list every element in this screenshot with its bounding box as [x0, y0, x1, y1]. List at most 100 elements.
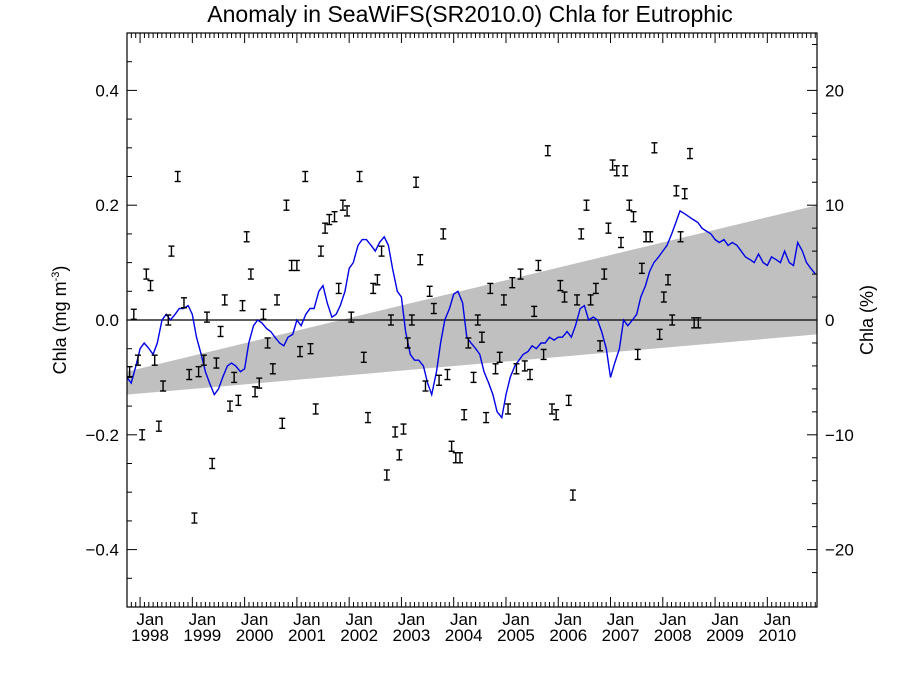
data-point — [634, 348, 641, 361]
data-point — [613, 165, 620, 177]
x-tick-label-year: 2003 — [393, 626, 431, 645]
data-point — [344, 205, 351, 217]
y-left-tick-label: 0.4 — [95, 81, 119, 100]
data-point — [165, 314, 172, 326]
x-tick-label-month: Jan — [345, 610, 372, 629]
data-point — [370, 282, 377, 295]
y-axis-left-label: Chla (mg m-3) — [50, 266, 70, 375]
data-point — [413, 176, 420, 188]
data-point — [243, 231, 250, 243]
data-point — [452, 452, 459, 464]
x-tick-label-year: 2010 — [758, 626, 796, 645]
data-point — [638, 262, 645, 275]
data-point — [203, 311, 210, 323]
data-point — [517, 268, 524, 280]
x-tick-label-year: 2002 — [340, 626, 378, 645]
y-right-tick-label: −10 — [825, 426, 854, 445]
data-point — [322, 222, 329, 234]
data-point — [492, 363, 499, 375]
data-point — [440, 228, 447, 240]
data-point — [587, 294, 594, 306]
data-point — [408, 314, 415, 326]
data-point — [331, 210, 338, 223]
data-point — [505, 403, 512, 415]
data-point — [677, 231, 684, 243]
data-point — [160, 380, 167, 392]
data-point — [643, 231, 650, 243]
data-point — [436, 374, 443, 386]
data-point — [474, 314, 481, 326]
data-point — [260, 308, 267, 320]
x-tick-label-year: 2005 — [497, 626, 535, 645]
data-point — [364, 411, 371, 424]
data-point — [681, 188, 688, 200]
data-point — [605, 222, 612, 234]
data-point — [617, 236, 624, 249]
data-point — [609, 159, 616, 171]
trend-confidence-band — [127, 205, 817, 395]
data-point — [269, 363, 276, 375]
data-point — [217, 325, 224, 338]
data-point — [521, 360, 528, 372]
data-point — [139, 429, 146, 441]
data-point — [186, 368, 193, 381]
data-point — [247, 268, 254, 280]
data-point — [430, 302, 437, 315]
data-point — [535, 259, 542, 272]
data-point — [483, 411, 490, 424]
x-tick-label-year: 2008 — [654, 626, 692, 645]
data-point — [553, 409, 560, 421]
data-point — [356, 170, 363, 183]
y-right-tick-label: 0 — [825, 311, 834, 330]
data-point — [444, 368, 451, 381]
data-point — [400, 423, 407, 435]
data-point — [456, 452, 463, 464]
y-axis-left-label-superscript: -3 — [50, 272, 62, 282]
data-point — [252, 386, 259, 398]
x-tick-label-month: Jan — [241, 610, 268, 629]
data-point — [127, 365, 133, 378]
data-point — [651, 142, 658, 154]
data-point — [226, 400, 233, 412]
data-point — [297, 345, 304, 358]
data-point — [513, 363, 520, 375]
y-left-tick-label: 0.0 — [95, 311, 119, 330]
x-tick-label-month: Jan — [711, 610, 738, 629]
data-point — [180, 297, 187, 309]
data-point — [487, 282, 494, 295]
data-point — [626, 199, 633, 211]
data-point — [302, 170, 309, 183]
data-point — [660, 291, 667, 303]
data-point — [601, 268, 608, 280]
data-point — [348, 311, 355, 323]
plot-inner — [127, 142, 817, 524]
data-point — [695, 317, 702, 329]
data-point — [597, 340, 604, 352]
x-tick-label-month: Jan — [502, 610, 529, 629]
y-left-tick-label: −0.2 — [85, 426, 119, 445]
x-tick-label-month: Jan — [659, 610, 686, 629]
data-point — [465, 337, 472, 349]
data-point — [392, 426, 399, 438]
axes: 0.40.20.0−0.2−0.420100−10−20Jan1998Jan19… — [85, 32, 854, 645]
y-right-tick-label: 20 — [825, 81, 844, 100]
data-point — [569, 489, 576, 501]
y-left-tick-label: −0.4 — [85, 541, 119, 560]
x-tick-label-month: Jan — [293, 610, 320, 629]
data-point — [168, 245, 175, 257]
x-tick-label-year: 2004 — [445, 626, 483, 645]
data-point — [396, 449, 403, 461]
data-point — [195, 365, 202, 378]
smoothed-series-line — [127, 209, 816, 420]
data-point — [404, 337, 411, 349]
x-tick-label-year: 1999 — [183, 626, 221, 645]
x-tick-label-month: Jan — [136, 610, 163, 629]
data-point — [665, 274, 672, 286]
data-point — [335, 282, 342, 295]
x-tick-label-month: Jan — [607, 610, 634, 629]
data-point — [583, 199, 590, 211]
data-point — [592, 282, 599, 295]
data-point — [239, 299, 246, 312]
x-tick-label-month: Jan — [764, 610, 791, 629]
